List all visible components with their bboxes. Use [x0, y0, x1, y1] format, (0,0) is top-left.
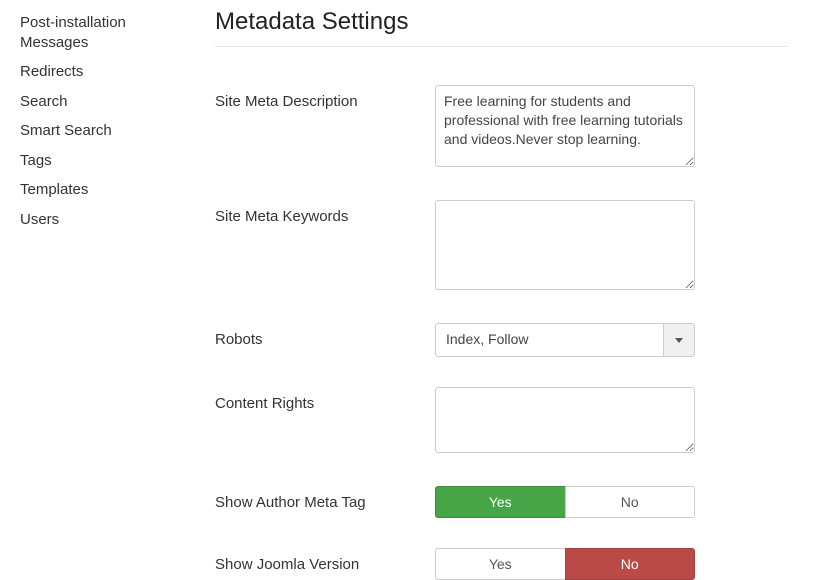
chevron-down-icon [675, 338, 683, 343]
meta-description-textarea[interactable] [435, 85, 695, 167]
joomla-version-yes-button[interactable]: Yes [435, 548, 565, 580]
page-title: Metadata Settings [215, 8, 787, 36]
content-rights-textarea[interactable] [435, 387, 695, 453]
sidebar-item-tags[interactable]: Tags [20, 146, 175, 176]
robots-select-toggle[interactable] [663, 323, 695, 357]
sidebar-item-search[interactable]: Search [20, 87, 175, 117]
sidebar-item-redirects[interactable]: Redirects [20, 57, 175, 87]
sidebar-item-post-installation-messages[interactable]: Post-installation Messages [20, 8, 175, 57]
author-meta-no-button[interactable]: No [565, 486, 696, 518]
row-author-meta: Show Author Meta Tag Yes No [215, 486, 787, 518]
row-content-rights: Content Rights [215, 387, 787, 456]
joomla-version-no-button[interactable]: No [565, 548, 696, 580]
sidebar-item-users[interactable]: Users [20, 205, 175, 235]
divider [215, 46, 787, 47]
row-robots: Robots Index, Follow [215, 323, 787, 357]
label-robots: Robots [215, 323, 435, 348]
sidebar-item-smart-search[interactable]: Smart Search [20, 116, 175, 146]
author-meta-yes-button[interactable]: Yes [435, 486, 565, 518]
sidebar-item-templates[interactable]: Templates [20, 175, 175, 205]
joomla-version-toggle: Yes No [435, 548, 695, 580]
label-author-meta: Show Author Meta Tag [215, 486, 435, 511]
meta-keywords-textarea[interactable] [435, 200, 695, 290]
label-content-rights: Content Rights [215, 387, 435, 412]
author-meta-toggle: Yes No [435, 486, 695, 518]
sidebar: Post-installation Messages Redirects Sea… [0, 0, 195, 576]
row-meta-description: Site Meta Description [215, 85, 787, 170]
label-joomla-version: Show Joomla Version [215, 548, 435, 573]
robots-select-value[interactable]: Index, Follow [435, 323, 663, 357]
row-meta-keywords: Site Meta Keywords [215, 200, 787, 293]
label-meta-keywords: Site Meta Keywords [215, 200, 435, 225]
robots-select[interactable]: Index, Follow [435, 323, 695, 357]
row-joomla-version: Show Joomla Version Yes No [215, 548, 787, 580]
main-panel: Metadata Settings Site Meta Description … [195, 0, 827, 576]
label-meta-description: Site Meta Description [215, 85, 435, 110]
